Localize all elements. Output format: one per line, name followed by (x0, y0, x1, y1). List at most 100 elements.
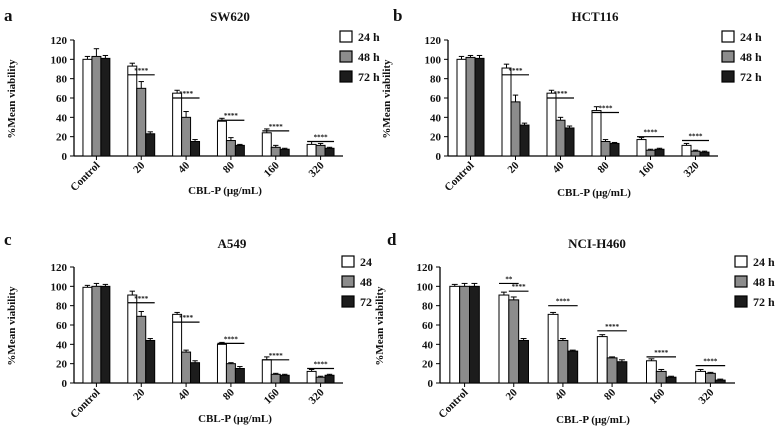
bar-group-20 (127, 290, 156, 384)
y-tick-label: 60 (430, 93, 442, 105)
significance-label: **** (644, 129, 659, 137)
x-tick-label: 320 (307, 386, 328, 407)
y-axis-label: %Mean viability (381, 59, 393, 139)
bar (645, 149, 656, 157)
x-tick-label: 20 (504, 386, 521, 403)
bar-group-20 (127, 62, 156, 157)
x-axis-label: CBL-P (μg/mL) (556, 414, 630, 426)
chart-title: NCI-H460 (568, 236, 626, 251)
bar-group-80 (216, 117, 245, 157)
bar (636, 139, 647, 157)
significance-label: **** (554, 90, 569, 98)
bar (216, 343, 227, 384)
y-tick-label: 20 (56, 132, 68, 144)
bar (261, 132, 272, 157)
significance-label: **** (509, 67, 524, 75)
legend-label: 72 h (740, 70, 762, 84)
y-axis-label: %Mean viability (6, 286, 18, 366)
bar (690, 150, 701, 157)
bar (225, 140, 236, 157)
y-tick-label: 20 (422, 359, 434, 371)
bar (91, 55, 102, 157)
bar (225, 363, 236, 384)
bar (616, 361, 628, 384)
bar (82, 58, 93, 157)
bar (609, 142, 620, 157)
x-tick-label: 40 (176, 386, 193, 403)
bar-group-control (449, 282, 480, 384)
bar-group-40 (546, 89, 575, 157)
x-tick-label: Control (68, 160, 102, 194)
y-tick-label: 120 (417, 262, 434, 274)
bar (190, 362, 201, 384)
x-tick-label: 20 (131, 386, 148, 403)
bar-group-control (82, 48, 111, 157)
legend-label: 24 (360, 255, 372, 269)
bar (234, 144, 245, 157)
bar-group-control (456, 54, 485, 157)
x-tick-label: Control (436, 387, 470, 421)
significance-label: **** (314, 361, 329, 369)
y-tick-label: 40 (422, 339, 434, 351)
y-tick-label: 100 (51, 281, 68, 293)
bar (127, 65, 138, 157)
bar-group-40 (172, 89, 201, 157)
bar-group-40 (172, 311, 201, 384)
legend-swatch (341, 255, 355, 268)
significance-label: **** (269, 123, 284, 131)
bar (456, 58, 467, 157)
significance-label: ** (505, 275, 513, 283)
chart-title: SW620 (210, 9, 250, 24)
bar-group-80 (591, 106, 620, 157)
bar-group-320 (306, 141, 335, 157)
bar (136, 87, 147, 157)
panel-letter: d (387, 230, 397, 249)
bar-group-160 (261, 128, 290, 157)
y-axis-label: %Mean viability (374, 286, 386, 366)
bar (699, 151, 710, 157)
y-tick-label: 120 (425, 35, 442, 47)
bar (681, 144, 692, 157)
y-tick-label: 120 (51, 35, 68, 47)
bar (546, 92, 557, 157)
bar (234, 368, 245, 384)
bar (172, 313, 183, 384)
legend-swatch (734, 255, 748, 268)
bar (508, 299, 520, 384)
y-tick-label: 0 (62, 378, 68, 390)
significance-label: **** (605, 323, 620, 331)
bar (261, 359, 272, 384)
x-tick-label: 160 (647, 386, 668, 407)
legend-label: 48 (360, 275, 372, 289)
bar-group-80 (596, 334, 628, 384)
y-tick-label: 100 (51, 54, 68, 66)
significance-label: **** (179, 314, 194, 322)
y-tick-label: 80 (430, 74, 442, 86)
bar (459, 285, 470, 384)
bar-group-80 (216, 341, 245, 384)
bar (145, 133, 156, 157)
legend-label: 72 h (753, 295, 775, 309)
bar (606, 357, 618, 384)
y-tick-label: 0 (62, 151, 68, 163)
bar (306, 370, 317, 384)
x-tick-label: 80 (602, 386, 619, 403)
y-tick-label: 100 (425, 54, 442, 66)
significance-label: **** (556, 298, 571, 306)
y-tick-label: 80 (56, 74, 68, 86)
bar (82, 286, 93, 384)
y-tick-label: 40 (430, 112, 442, 124)
x-axis-label: CBL-P (μg/mL) (188, 185, 262, 197)
bar (654, 148, 665, 157)
bar (510, 101, 521, 157)
bar (557, 339, 569, 384)
legend-swatch (339, 30, 353, 43)
legend-label: 48 h (358, 50, 380, 64)
legend-label: 48 h (753, 275, 775, 289)
y-tick-label: 20 (56, 359, 68, 371)
legend-swatch (734, 275, 748, 288)
bar (519, 124, 530, 157)
bar (714, 379, 726, 384)
bar (474, 57, 485, 157)
